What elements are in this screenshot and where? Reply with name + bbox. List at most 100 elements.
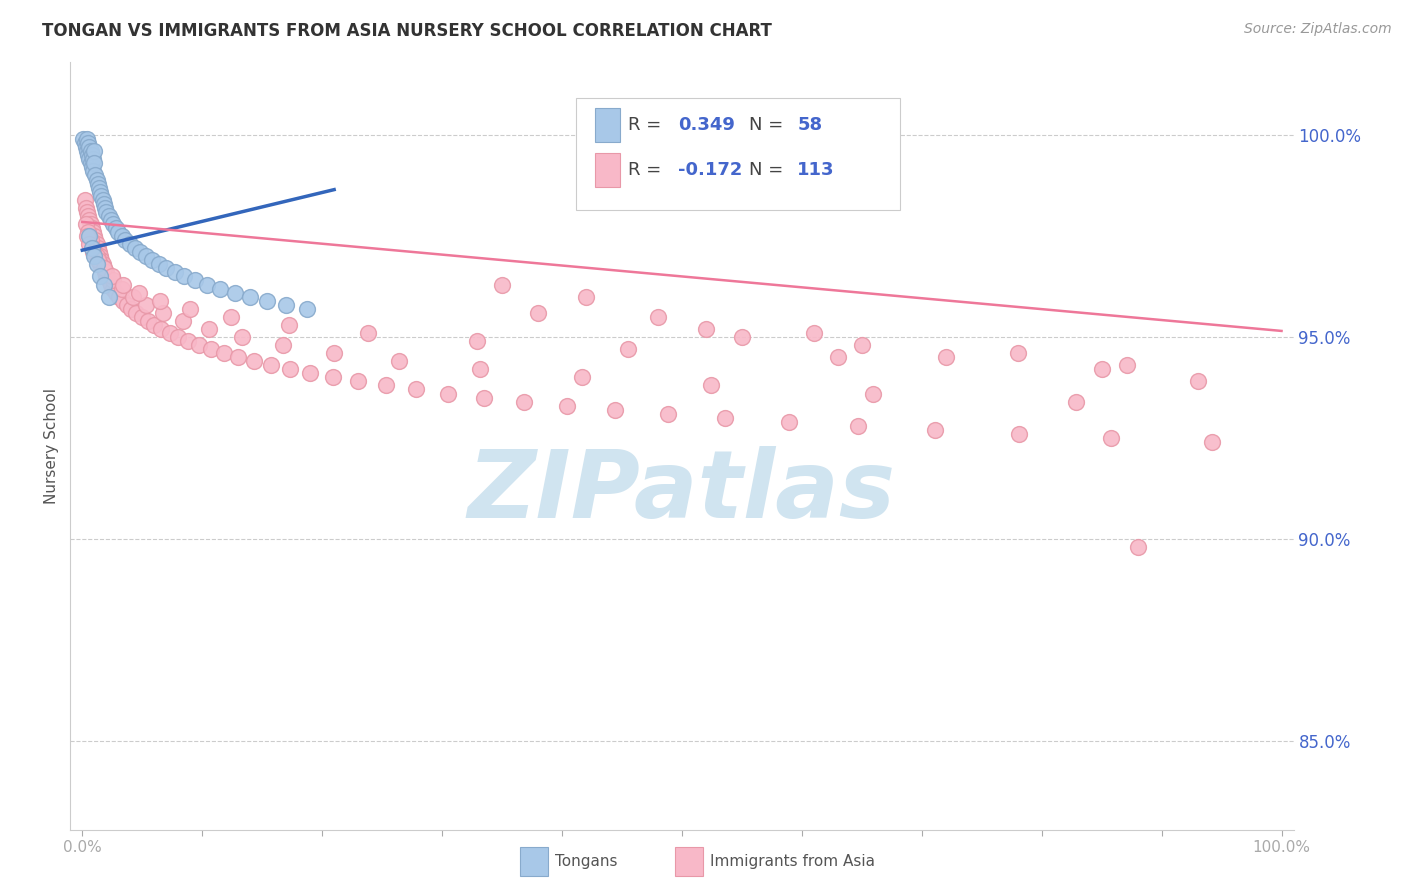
Point xyxy=(80,161,103,175)
Point xyxy=(111,281,134,295)
Point xyxy=(87,180,110,194)
Point xyxy=(647,310,669,324)
Point xyxy=(209,281,232,295)
Point xyxy=(1201,434,1223,449)
Point xyxy=(187,338,209,352)
Point xyxy=(96,265,118,279)
Point xyxy=(80,241,103,255)
Point xyxy=(100,213,122,227)
Point xyxy=(86,237,108,252)
Text: TONGAN VS IMMIGRANTS FROM ASIA NURSERY SCHOOL CORRELATION CHART: TONGAN VS IMMIGRANTS FROM ASIA NURSERY S… xyxy=(42,22,772,40)
Point xyxy=(259,358,281,372)
Point xyxy=(93,196,115,211)
Point xyxy=(200,342,222,356)
Point xyxy=(152,306,174,320)
Point xyxy=(77,225,100,239)
Point xyxy=(97,209,120,223)
Point xyxy=(87,177,110,191)
Point xyxy=(731,330,754,344)
Point xyxy=(322,370,344,384)
Point xyxy=(924,423,946,437)
Point xyxy=(571,370,593,384)
Point xyxy=(465,334,488,348)
Point xyxy=(575,290,598,304)
Point xyxy=(79,233,101,247)
Point xyxy=(79,237,101,252)
Point xyxy=(79,145,101,159)
Point xyxy=(77,136,100,151)
Point xyxy=(83,156,105,170)
Point xyxy=(100,277,122,292)
Point xyxy=(347,375,370,389)
Point xyxy=(212,346,235,360)
Point xyxy=(1008,426,1031,441)
Point xyxy=(87,253,110,268)
Point xyxy=(86,249,108,263)
Point xyxy=(1091,362,1114,376)
Point xyxy=(512,394,534,409)
Text: N =: N = xyxy=(749,161,789,178)
Point xyxy=(491,277,513,292)
Point xyxy=(86,172,108,186)
Point xyxy=(77,148,100,162)
Text: 58: 58 xyxy=(797,116,823,134)
Point xyxy=(131,310,153,324)
Point xyxy=(851,338,873,352)
Point xyxy=(179,301,201,316)
Point xyxy=(77,209,100,223)
Point xyxy=(89,269,111,284)
Point xyxy=(695,322,717,336)
Point xyxy=(167,330,190,344)
Point xyxy=(128,285,150,300)
Point xyxy=(96,269,118,284)
Point xyxy=(75,140,97,154)
Point xyxy=(89,185,111,199)
Point xyxy=(242,354,264,368)
Point xyxy=(231,330,253,344)
Point xyxy=(323,346,346,360)
Point xyxy=(276,298,298,312)
Point xyxy=(104,285,127,300)
Point xyxy=(603,402,626,417)
Point xyxy=(278,362,301,376)
Point xyxy=(112,277,135,292)
Point xyxy=(149,293,172,308)
Point xyxy=(103,273,125,287)
Point xyxy=(935,350,957,364)
Point xyxy=(108,290,131,304)
Point xyxy=(76,145,98,159)
Point xyxy=(82,241,104,255)
Point xyxy=(1066,394,1088,409)
Point xyxy=(86,257,108,271)
Point xyxy=(73,136,96,151)
Point xyxy=(73,193,96,207)
Point xyxy=(87,245,110,260)
Point xyxy=(115,298,138,312)
Point xyxy=(778,415,800,429)
Point xyxy=(107,225,129,239)
Point xyxy=(128,245,150,260)
Point xyxy=(388,354,411,368)
Point xyxy=(135,249,157,263)
Point xyxy=(125,306,148,320)
Point xyxy=(114,233,136,247)
Point xyxy=(295,301,318,316)
Point xyxy=(141,253,163,268)
Point xyxy=(82,164,104,178)
Point xyxy=(256,293,278,308)
Point xyxy=(94,201,117,215)
Point xyxy=(277,318,299,332)
Point xyxy=(91,193,114,207)
Point xyxy=(657,407,679,421)
Point xyxy=(224,285,246,300)
Point xyxy=(79,153,101,167)
Point xyxy=(714,410,737,425)
Point xyxy=(159,326,181,340)
Point xyxy=(124,241,146,255)
Point xyxy=(148,257,170,271)
Text: 113: 113 xyxy=(797,161,835,178)
Point xyxy=(143,318,166,332)
Point xyxy=(219,310,242,324)
Point xyxy=(173,269,195,284)
Point xyxy=(1007,346,1029,360)
